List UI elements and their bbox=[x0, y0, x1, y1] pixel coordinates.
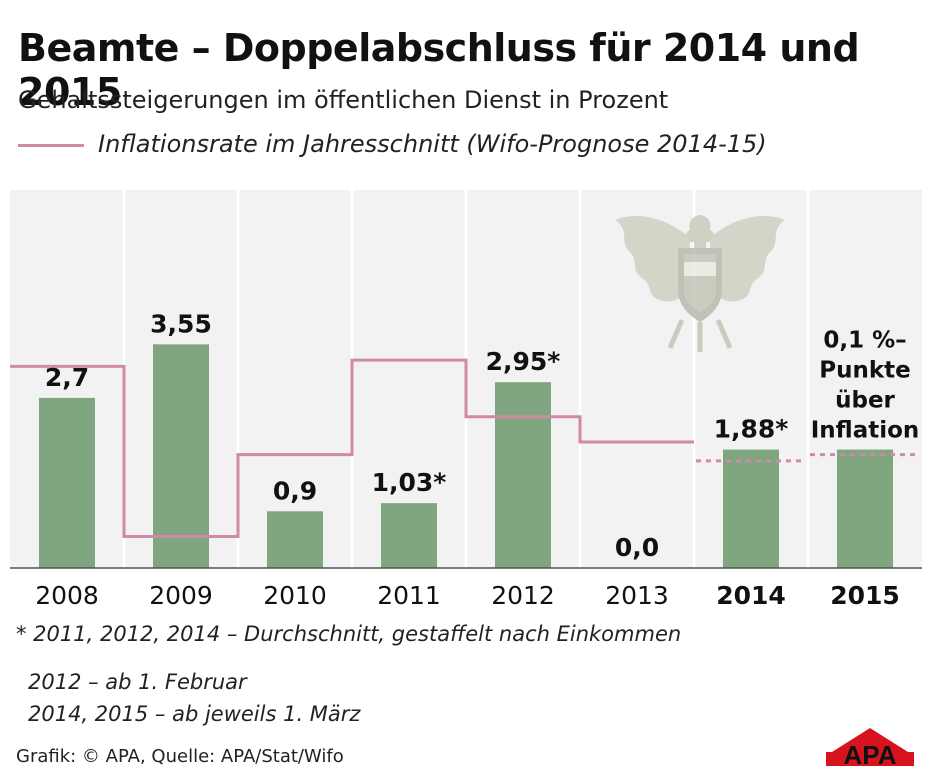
bar-2008 bbox=[39, 397, 95, 568]
annotation-2015: 0,1 %– Punkte über Inflation bbox=[811, 328, 920, 444]
annotation-line: Inflation bbox=[811, 418, 920, 444]
legend-label: Inflationsrate im Jahresschnitt (Wifo-Pr… bbox=[98, 130, 767, 158]
x-tick-2010: 2010 bbox=[263, 581, 327, 610]
austria-eagle-emblem bbox=[615, 215, 785, 352]
annotation-line: Punkte bbox=[819, 358, 911, 384]
bar-2009 bbox=[153, 344, 209, 568]
x-tick-2008: 2008 bbox=[35, 581, 99, 610]
x-tick-2009: 2009 bbox=[149, 581, 213, 610]
apa-logo: APA bbox=[826, 728, 914, 770]
data-label-2013: 0,0 bbox=[615, 533, 659, 562]
x-axis-ticks: 2008 2009 2010 2011 2012 2013 2014 2015 bbox=[35, 581, 900, 610]
legend-line-swatch bbox=[18, 143, 84, 147]
inflation-line bbox=[10, 358, 920, 538]
x-tick-2012: 2012 bbox=[491, 581, 555, 610]
x-tick-2014: 2014 bbox=[716, 581, 786, 610]
annotation-line: 0,1 %– bbox=[823, 328, 906, 354]
chart-subtitle: Gehaltssteigerungen im öffentlichen Dien… bbox=[18, 86, 669, 114]
apa-logo-text: APA bbox=[844, 740, 897, 770]
bar-2012 bbox=[495, 382, 551, 568]
data-label-2010: 0,9 bbox=[273, 476, 317, 505]
bar-2015 bbox=[837, 449, 893, 568]
data-label-2009: 3,55 bbox=[150, 309, 212, 338]
inflation-line-actual bbox=[10, 358, 694, 538]
note-2012: 2012 – ab 1. Februar bbox=[28, 670, 247, 694]
data-label-2008: 2,7 bbox=[45, 363, 89, 392]
chart-title: Beamte – Doppelabschluss für 2014 und 20… bbox=[18, 26, 860, 114]
note-2014-2015: 2014, 2015 – ab jeweils 1. März bbox=[28, 702, 361, 726]
data-labels: 2,7 3,55 0,9 1,03* 2,95* 0,0 1,88* bbox=[45, 309, 789, 562]
bar-chart: 2,7 3,55 0,9 1,03* 2,95* 0,0 1,88* 0,1 %– Punkt… bbox=[10, 190, 922, 610]
x-tick-2013: 2013 bbox=[605, 581, 669, 610]
data-label-2012: 2,95* bbox=[486, 347, 561, 376]
annotation-line: über bbox=[835, 388, 895, 414]
bar-2010 bbox=[267, 511, 323, 568]
bars bbox=[39, 344, 893, 568]
source-credit: Grafik: © APA, Quelle: APA/Stat/Wifo bbox=[16, 746, 344, 767]
data-label-2011: 1,03* bbox=[372, 468, 447, 497]
x-tick-2015: 2015 bbox=[830, 581, 900, 610]
bar-2011 bbox=[381, 503, 437, 568]
legend: Inflationsrate im Jahresschnitt (Wifo-Pr… bbox=[18, 130, 767, 158]
bar-2014 bbox=[723, 449, 779, 568]
footnote: * 2011, 2012, 2014 – Durchschnitt, gesta… bbox=[16, 622, 682, 646]
data-label-2014: 1,88* bbox=[714, 415, 789, 444]
x-tick-2011: 2011 bbox=[377, 581, 441, 610]
